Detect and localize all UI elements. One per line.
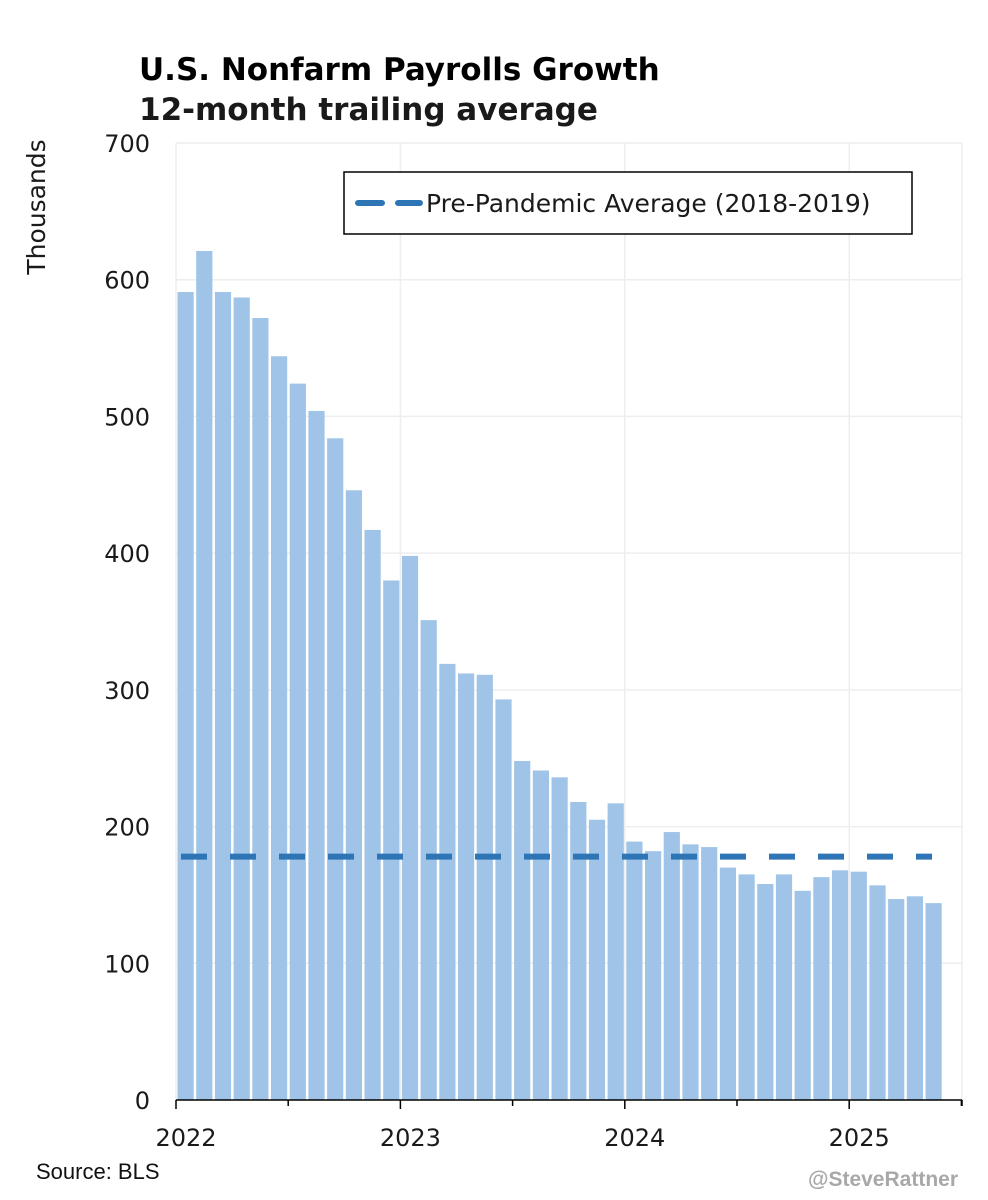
bar — [514, 760, 531, 1100]
bar — [551, 777, 568, 1100]
bar — [177, 292, 194, 1101]
y-tick-label: 500 — [104, 403, 150, 431]
y-tick-label: 200 — [104, 814, 150, 842]
bar — [233, 297, 250, 1100]
bar — [196, 251, 213, 1101]
bar — [345, 490, 362, 1100]
y-tick-label: 100 — [104, 950, 150, 978]
bar — [775, 874, 793, 1100]
y-axis-title: Thousands — [22, 139, 51, 275]
bar — [214, 292, 232, 1101]
bar — [476, 674, 493, 1100]
chart-title: U.S. Nonfarm Payrolls Growth — [139, 52, 660, 88]
bar — [682, 844, 699, 1100]
chart-subtitle: 12-month trailing average — [139, 92, 598, 128]
x-tick-label: 2025 — [829, 1124, 890, 1152]
bar — [626, 841, 643, 1100]
bar-series — [177, 251, 942, 1101]
x-tick-label: 2022 — [155, 1124, 216, 1152]
legend: Pre-Pandemic Average (2018-2019) — [343, 171, 913, 235]
bar — [607, 803, 624, 1100]
bar — [327, 438, 344, 1100]
bar — [794, 890, 811, 1100]
x-tick-label: 2024 — [604, 1124, 665, 1152]
legend-label: Pre-Pandemic Average (2018-2019) — [426, 189, 871, 218]
bar — [532, 770, 549, 1100]
grid-lines — [175, 142, 963, 1100]
bar — [888, 899, 905, 1100]
bar — [719, 867, 736, 1100]
bar — [869, 885, 886, 1100]
bar — [906, 896, 923, 1100]
bar — [588, 819, 606, 1100]
bar — [308, 410, 325, 1101]
bar — [813, 877, 830, 1100]
y-tick-label: 700 — [104, 130, 150, 158]
bar — [252, 317, 269, 1101]
author-handle: @SteveRattner — [807, 1168, 958, 1191]
bar — [458, 673, 475, 1100]
bar — [495, 699, 512, 1100]
bar — [701, 847, 718, 1100]
bar — [570, 801, 587, 1100]
bar — [420, 620, 437, 1100]
source-note: Source: BLS — [36, 1159, 160, 1184]
y-tick-label: 300 — [104, 677, 150, 705]
bar — [383, 580, 400, 1100]
bar — [738, 874, 755, 1100]
bar — [925, 903, 942, 1100]
legend-box — [343, 171, 913, 235]
bar — [289, 383, 306, 1100]
bar — [645, 851, 662, 1100]
bar — [439, 663, 456, 1100]
bar — [271, 356, 288, 1100]
bar — [364, 529, 381, 1100]
bar — [663, 832, 680, 1100]
bar — [757, 883, 774, 1100]
y-tick-label: 600 — [104, 267, 150, 295]
axes: 0 100 200 300 400 500 600 700 2022 2023 2024 2025 — [104, 130, 963, 1152]
bar — [850, 871, 867, 1100]
x-tick-label: 2023 — [380, 1124, 441, 1152]
bar — [832, 870, 849, 1100]
bar — [401, 555, 419, 1100]
y-tick-label: 0 — [135, 1087, 150, 1115]
y-tick-label: 400 — [104, 540, 150, 568]
